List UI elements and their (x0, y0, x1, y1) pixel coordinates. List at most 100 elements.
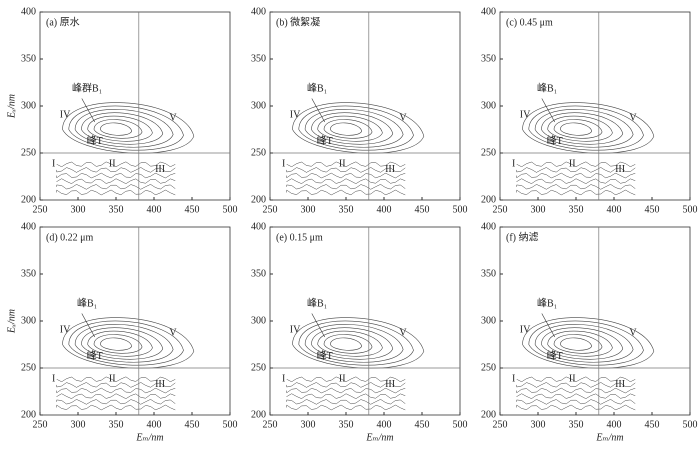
region-label: IV (60, 325, 71, 336)
region-label: I (52, 374, 55, 385)
x-tick-label: 450 (185, 204, 200, 215)
region-label: IV (290, 325, 301, 336)
x-tick-label: 400 (147, 419, 162, 430)
contour-line (286, 393, 406, 399)
x-tick-label: 350 (569, 419, 584, 430)
y-tick-label: 250 (21, 147, 36, 158)
region-label: V (629, 113, 637, 124)
contour-line (56, 178, 176, 184)
pointer (311, 98, 325, 123)
x-tick-label: 350 (109, 419, 124, 430)
region-label: I (512, 159, 515, 170)
contour-line (323, 334, 373, 354)
y-tick-label: 200 (251, 194, 266, 205)
x-tick-label: 350 (339, 419, 354, 430)
region-label: 峰B₁ (307, 297, 327, 309)
region-label: I (282, 159, 285, 170)
region-label: IV (520, 110, 531, 121)
contour-line (516, 404, 636, 411)
contour-line (56, 404, 176, 411)
region-label: 峰T (547, 135, 563, 147)
contour-line (516, 189, 636, 196)
region-label: 峰B₁ (77, 297, 97, 309)
x-tick-label: 300 (71, 204, 86, 215)
contour-line (93, 334, 143, 354)
plot-frame (39, 226, 231, 416)
y-tick-label: 250 (21, 362, 36, 373)
y-tick-label: 400 (251, 6, 266, 17)
pointer (541, 313, 555, 338)
x-tick-label: 450 (415, 204, 430, 215)
plot-frame (499, 226, 691, 416)
panel-title: (e) 0.15 μm (276, 232, 323, 243)
contour-line (560, 122, 593, 136)
contour-line (292, 317, 425, 369)
x-tick-label: 250 (493, 204, 508, 215)
contour-line (81, 112, 164, 145)
contour-line (286, 167, 406, 173)
contour-line (298, 320, 414, 366)
pointer (81, 313, 95, 338)
x-tick-label: 300 (71, 419, 86, 430)
contour-line (56, 184, 176, 190)
y-tick-label: 200 (481, 194, 496, 205)
contour-line (286, 382, 406, 388)
contour-line (541, 112, 624, 145)
contour-line (286, 178, 406, 184)
contour-line (56, 393, 176, 399)
region-label: IV (290, 110, 301, 121)
contour-line (516, 167, 636, 173)
region-label: II (569, 159, 576, 170)
y-tick-label: 350 (481, 268, 496, 279)
contour-line (286, 399, 406, 405)
y-tick-label: 350 (251, 268, 266, 279)
y-tick-label: 300 (481, 100, 496, 111)
x-tick-label: 500 (683, 204, 698, 215)
contour-line (330, 122, 363, 136)
x-tick-label: 300 (301, 419, 316, 430)
contour-line (56, 189, 176, 196)
y-tick-label: 300 (21, 100, 36, 111)
contour-line (547, 330, 613, 357)
y-tick-label: 300 (251, 100, 266, 111)
region-label: III (385, 164, 395, 175)
contour-line (516, 172, 636, 179)
contour-line (516, 393, 636, 399)
contour-line (81, 327, 164, 360)
contour-line (516, 399, 636, 405)
region-label: 峰B₁ (537, 82, 557, 94)
contour-line (317, 115, 383, 142)
y-tick-label: 350 (21, 53, 36, 64)
contour-line (56, 382, 176, 388)
x-tick-label: 500 (223, 204, 238, 215)
contour-line (100, 337, 133, 351)
contour-line (62, 102, 195, 154)
y-tick-label: 200 (251, 409, 266, 420)
region-label: V (399, 328, 407, 339)
contour-line (553, 334, 603, 354)
region-label: II (109, 159, 116, 170)
region-label: 峰T (87, 135, 103, 147)
x-tick-label: 500 (683, 419, 698, 430)
region-label: III (155, 379, 165, 390)
x-axis-label: Eₘ/nm (595, 432, 623, 443)
x-tick-label: 400 (607, 419, 622, 430)
region-label: V (629, 328, 637, 339)
y-tick-label: 400 (251, 221, 266, 232)
x-axis-label: Eₘ/nm (135, 432, 163, 443)
region-label: III (615, 164, 625, 175)
contour-line (516, 387, 636, 394)
y-tick-label: 250 (251, 147, 266, 158)
x-tick-label: 450 (645, 204, 660, 215)
region-label: III (385, 379, 395, 390)
region-label: III (155, 164, 165, 175)
x-tick-label: 300 (531, 204, 546, 215)
region-label: I (52, 159, 55, 170)
contour-line (330, 337, 363, 351)
contour-line (516, 178, 636, 184)
contour-line (311, 112, 394, 145)
